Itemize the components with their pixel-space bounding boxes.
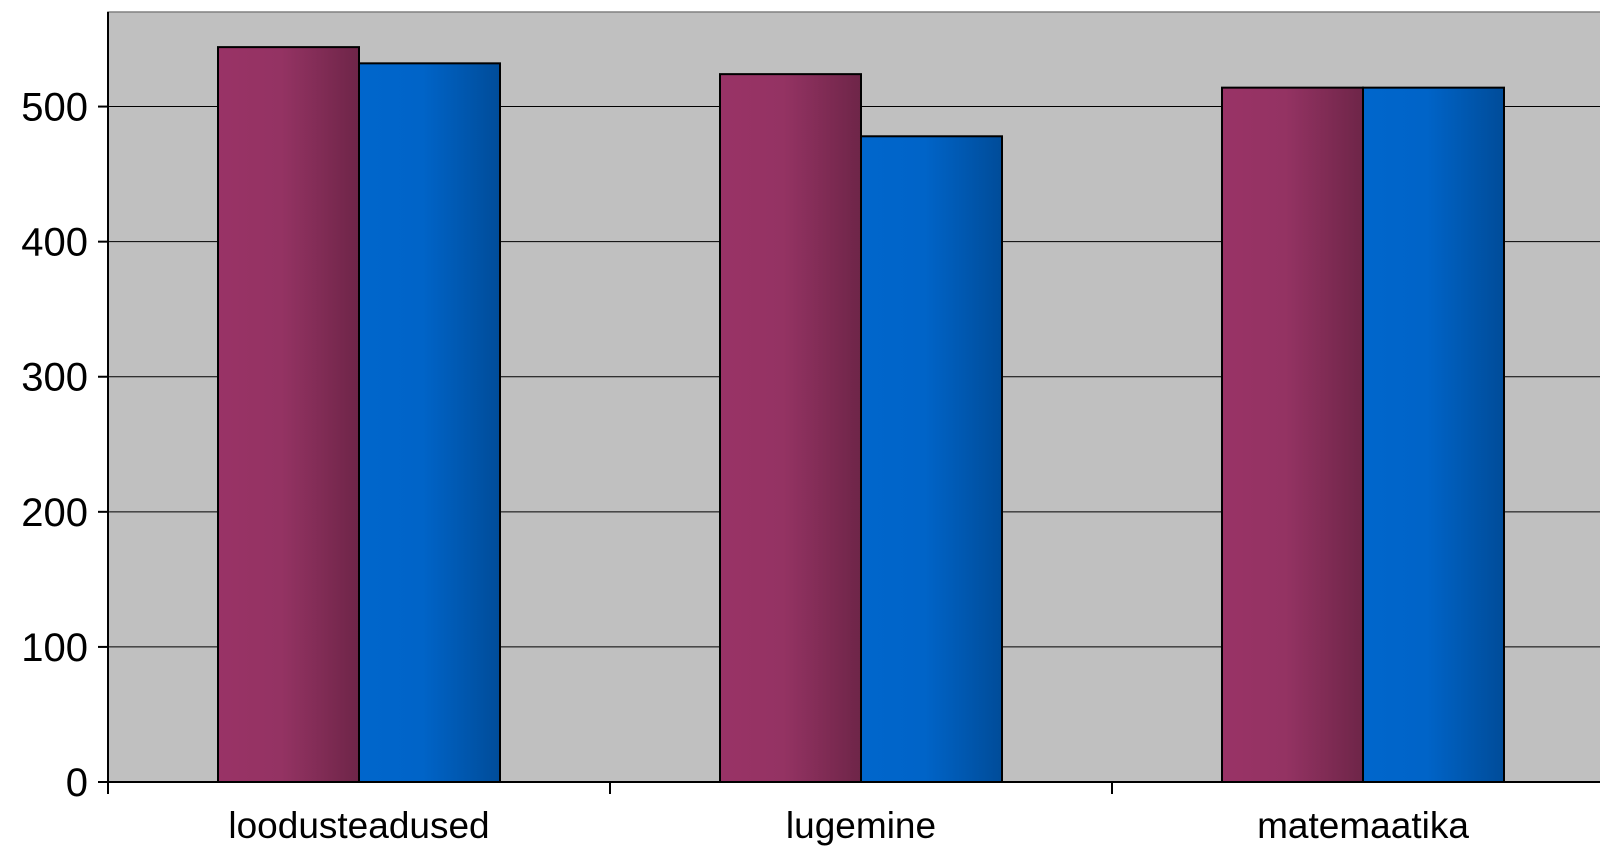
y-tick-label: 500 bbox=[21, 86, 88, 130]
bar-lugemine-series-1 bbox=[719, 73, 862, 783]
y-tick-label: 400 bbox=[21, 221, 88, 265]
x-tick-labels: loodusteadused lugemine matemaatika bbox=[228, 805, 1469, 846]
y-tick-label: 100 bbox=[21, 626, 88, 670]
x-tick-label: loodusteadused bbox=[228, 805, 489, 846]
bar-loodusteadused-series-1 bbox=[217, 46, 360, 784]
y-tick-label: 200 bbox=[21, 491, 88, 535]
bar-lugemine-series-2 bbox=[860, 135, 1003, 783]
axis-ticks bbox=[98, 105, 1113, 794]
bars bbox=[217, 46, 1505, 784]
y-tick-label: 0 bbox=[66, 761, 88, 805]
bar-matemaatika-series-1 bbox=[1221, 86, 1364, 784]
x-tick-label: matemaatika bbox=[1257, 805, 1469, 846]
y-tick-label: 300 bbox=[21, 356, 88, 400]
y-tick-labels: 0 100 200 300 400 500 bbox=[21, 86, 88, 805]
bar-matemaatika-series-2 bbox=[1362, 86, 1505, 784]
bar-loodusteadused-series-2 bbox=[358, 62, 501, 784]
x-tick-label: lugemine bbox=[786, 805, 936, 846]
